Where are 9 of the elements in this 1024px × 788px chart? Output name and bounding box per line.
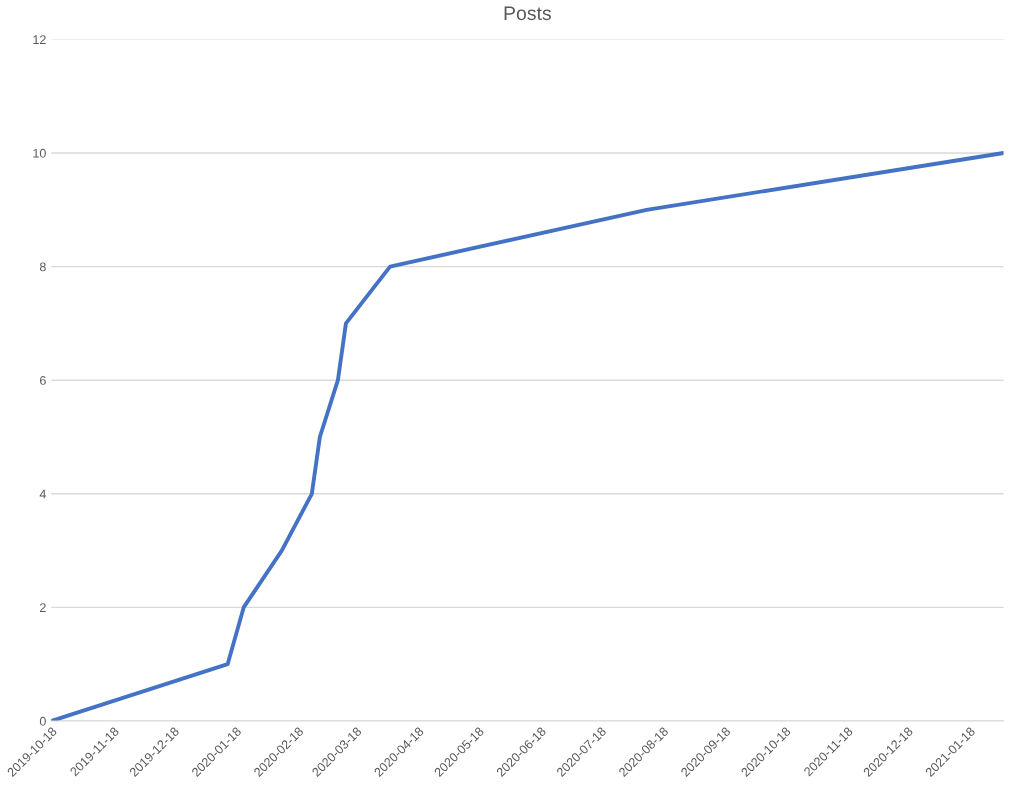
y-tick-label: 2: [40, 603, 46, 612]
line-series: [51, 151, 1004, 722]
chart-title: Posts: [504, 6, 551, 21]
y-tick-label: 10: [33, 148, 46, 158]
y-tick-label: 6: [40, 376, 46, 385]
y-tick-label: 0: [39, 716, 46, 726]
y-tick-label: 4: [39, 489, 46, 499]
y-tick-label: 12: [33, 35, 46, 44]
y-tick-label: 8: [39, 262, 46, 272]
